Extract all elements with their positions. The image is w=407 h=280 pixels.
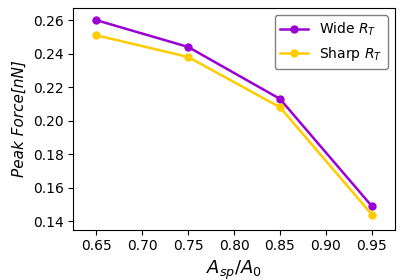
X-axis label: $A_{sp}/A_0$: $A_{sp}/A_0$	[206, 259, 262, 280]
Sharp $R_T$	[278, 106, 282, 109]
Legend: Wide $R_T$, Sharp $R_T$: Wide $R_T$, Sharp $R_T$	[275, 15, 388, 69]
Line: Sharp $R_T$: Sharp $R_T$	[93, 32, 375, 218]
Wide $R_T$	[94, 18, 98, 22]
Wide $R_T$	[278, 97, 282, 101]
Sharp $R_T$	[370, 213, 374, 216]
Sharp $R_T$	[186, 55, 190, 59]
Line: Wide $R_T$: Wide $R_T$	[93, 17, 375, 210]
Sharp $R_T$	[94, 34, 98, 37]
Wide $R_T$	[370, 204, 374, 208]
Wide $R_T$	[186, 45, 190, 49]
Y-axis label: Peak Force[nN]: Peak Force[nN]	[12, 60, 27, 178]
